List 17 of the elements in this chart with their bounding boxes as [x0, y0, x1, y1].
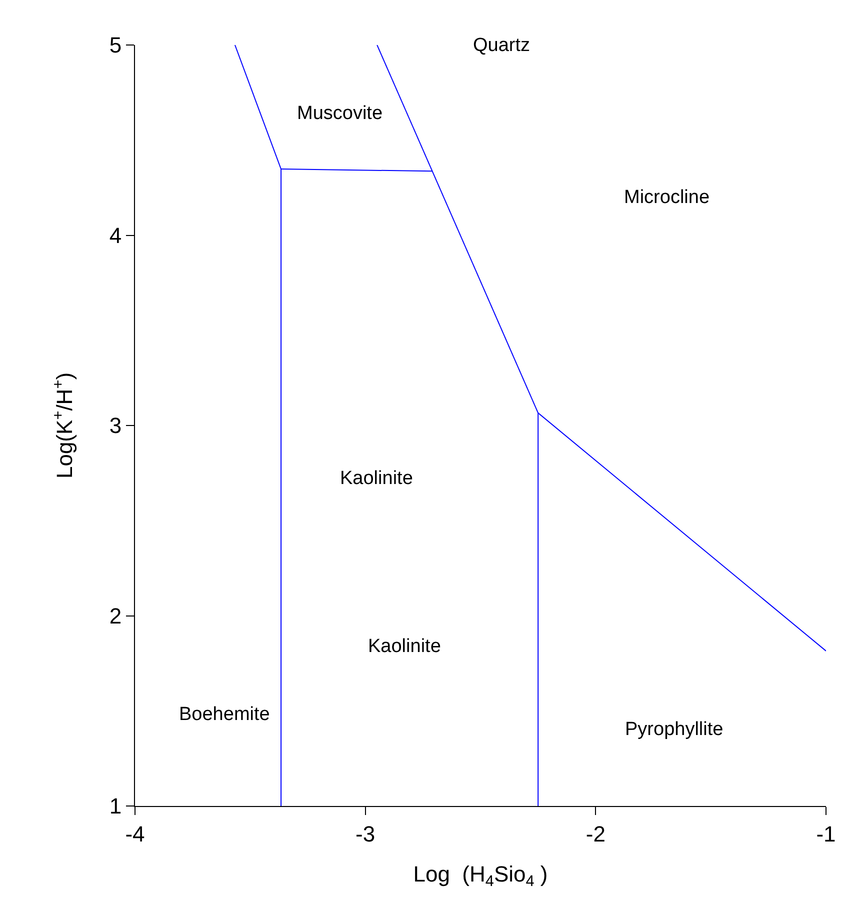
x-tick-label: -1 — [816, 821, 836, 846]
y-tick-label: 4 — [109, 222, 122, 248]
annotation: Quartz — [473, 35, 530, 56]
y-tick-label: 5 — [109, 32, 122, 58]
annotation: Kaolinite — [368, 636, 441, 657]
annotation: Muscovite — [297, 103, 383, 124]
annotation: Boehemite — [179, 704, 270, 725]
y-tick-label: 3 — [109, 413, 122, 438]
x-tick-label: -3 — [356, 821, 376, 846]
y-tick-label: 1 — [109, 794, 122, 819]
x-axis-title: Log (H$_{4}$Sio$_{4}$ ) — [413, 861, 548, 890]
y-tick-label: 2 — [109, 603, 122, 628]
annotation: Pyrophyllite — [625, 719, 724, 740]
annotation: Kaolinite — [340, 468, 413, 489]
annotation: Microcline — [624, 187, 710, 208]
x-tick-label: -2 — [586, 821, 606, 846]
x-tick-label: -4 — [125, 821, 145, 846]
